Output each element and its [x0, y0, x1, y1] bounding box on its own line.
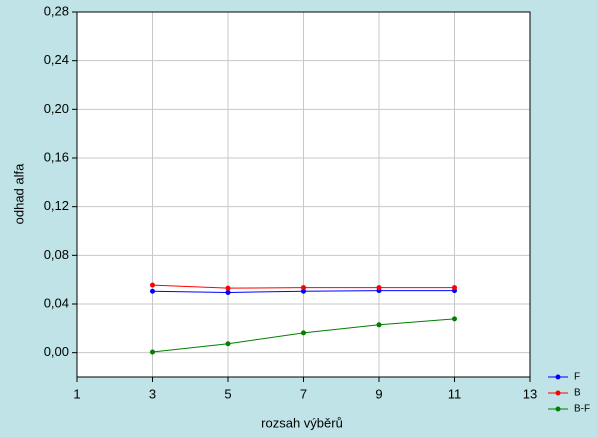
data-point — [225, 289, 231, 295]
data-point — [150, 282, 155, 288]
data-point — [452, 316, 457, 322]
legend-marker — [555, 406, 561, 412]
y-tick-label: 0,04 — [44, 295, 69, 310]
y-tick-label: 0,24 — [44, 52, 69, 67]
legend-marker — [555, 374, 561, 380]
data-point — [452, 285, 457, 291]
data-point — [301, 285, 306, 291]
legend-label: F — [574, 372, 580, 383]
x-tick-label: 3 — [149, 386, 156, 401]
data-point — [150, 349, 155, 355]
y-tick-label: 0,16 — [44, 149, 69, 164]
y-axis-label: odhad alfa — [11, 163, 26, 224]
y-tick-label: 0,20 — [44, 101, 69, 116]
data-point — [301, 330, 306, 336]
legend-marker — [555, 390, 561, 396]
legend-label: B-F — [574, 404, 590, 415]
x-tick-label: 9 — [375, 386, 382, 401]
data-point — [225, 341, 231, 347]
data-point — [225, 285, 231, 291]
legend: FB B-F — [548, 372, 590, 415]
y-tick-label: 0,12 — [44, 198, 69, 213]
x-tick-label: 7 — [300, 386, 307, 401]
data-point — [376, 285, 382, 291]
x-tick-label: 1 — [73, 386, 80, 401]
x-axis-label: rozsah výběrů — [261, 415, 343, 430]
y-tick-label: 0,08 — [44, 247, 69, 262]
x-tick-label: 11 — [448, 386, 462, 401]
x-tick-label: 13 — [523, 386, 537, 401]
plot-frame — [76, 11, 531, 378]
x-tick-label: 5 — [224, 386, 231, 401]
data-point — [301, 288, 306, 294]
y-tick-label: 0,00 — [44, 344, 69, 359]
data-point — [150, 288, 155, 294]
legend-label: B — [574, 388, 581, 399]
y-tick-label: 0,28 — [44, 3, 69, 18]
data-point — [376, 322, 382, 328]
